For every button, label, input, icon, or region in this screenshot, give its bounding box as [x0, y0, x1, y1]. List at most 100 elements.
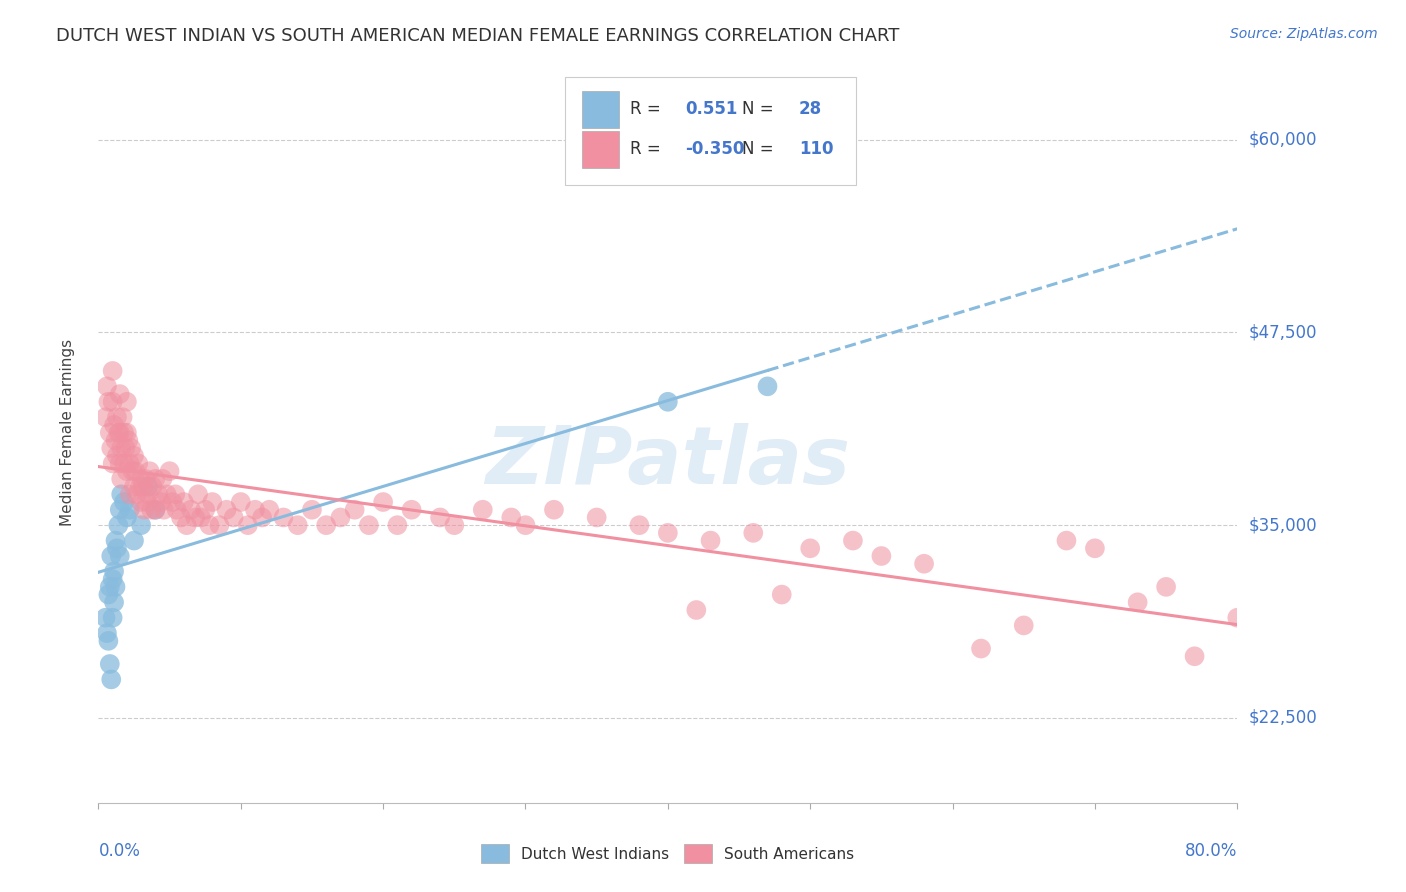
Point [101, 364, 124, 378]
Point [222, 510, 245, 524]
Point [97, 588, 120, 602]
Point [94, 410, 117, 425]
Point [145, 502, 167, 516]
Point [97, 633, 120, 648]
Point [187, 487, 209, 501]
Text: 28: 28 [799, 100, 823, 118]
Point [657, 394, 679, 409]
Text: R =: R = [630, 100, 661, 118]
Point [401, 502, 423, 516]
Point [357, 518, 380, 533]
Point [515, 518, 537, 533]
Point [250, 510, 273, 524]
Point [104, 533, 127, 548]
Point [103, 417, 125, 432]
Point [387, 518, 409, 533]
Point [125, 487, 148, 501]
Point [115, 425, 138, 440]
Point [117, 434, 139, 448]
Point [373, 495, 395, 509]
Point [105, 541, 128, 556]
Point [105, 449, 128, 463]
Text: 110: 110 [799, 140, 834, 158]
Point [110, 487, 132, 501]
Point [165, 487, 187, 501]
Point [124, 464, 146, 478]
Point [118, 487, 141, 501]
Point [96, 626, 118, 640]
Point [103, 595, 125, 609]
Point [180, 502, 202, 516]
Text: DUTCH WEST INDIAN VS SOUTH AMERICAN MEDIAN FEMALE EARNINGS CORRELATION CHART: DUTCH WEST INDIAN VS SOUTH AMERICAN MEDI… [56, 27, 900, 45]
Point [112, 457, 135, 471]
Point [429, 510, 451, 524]
Point [114, 441, 136, 455]
Point [128, 480, 150, 494]
Point [98, 580, 121, 594]
Point [135, 495, 157, 509]
Text: $35,000: $35,000 [1249, 516, 1317, 534]
Point [131, 480, 153, 494]
Point [273, 510, 295, 524]
Point [129, 472, 152, 486]
Point [1012, 618, 1035, 632]
Text: Source: ZipAtlas.com: Source: ZipAtlas.com [1230, 27, 1378, 41]
Point [201, 495, 224, 509]
Point [110, 441, 132, 455]
Point [229, 495, 252, 509]
Point [120, 441, 142, 455]
Text: ZIPatlas: ZIPatlas [485, 423, 851, 501]
Point [1154, 580, 1177, 594]
Point [756, 379, 779, 393]
Point [159, 464, 181, 478]
Point [108, 549, 131, 563]
Point [96, 379, 118, 393]
Point [315, 518, 337, 533]
Point [699, 533, 721, 548]
Point [136, 480, 159, 494]
Point [156, 487, 179, 501]
Point [136, 487, 159, 501]
Point [150, 495, 173, 509]
Point [190, 510, 212, 524]
Point [97, 394, 120, 409]
Point [107, 518, 129, 533]
Point [100, 441, 122, 455]
Point [101, 572, 124, 586]
Point [107, 425, 129, 440]
Point [471, 502, 494, 516]
Point [122, 480, 145, 494]
Point [742, 525, 765, 540]
Point [176, 518, 198, 533]
Legend: Dutch West Indians, South Americans: Dutch West Indians, South Americans [475, 838, 860, 869]
Text: $47,500: $47,500 [1249, 324, 1317, 342]
Point [799, 541, 821, 556]
Point [236, 518, 259, 533]
Point [842, 533, 865, 548]
Point [122, 533, 145, 548]
Point [148, 487, 170, 501]
Point [132, 502, 155, 516]
Point [115, 510, 138, 524]
Point [970, 641, 993, 656]
Point [259, 502, 281, 516]
FancyBboxPatch shape [582, 130, 619, 168]
Point [122, 449, 145, 463]
Point [543, 502, 565, 516]
Point [111, 410, 134, 425]
Point [104, 434, 127, 448]
Point [343, 502, 366, 516]
Point [118, 457, 141, 471]
Point [215, 502, 238, 516]
Point [108, 387, 131, 401]
Point [1126, 595, 1149, 609]
Point [329, 510, 352, 524]
Point [104, 580, 127, 594]
Point [152, 472, 174, 486]
Point [301, 502, 323, 516]
Point [443, 518, 465, 533]
Point [208, 518, 231, 533]
Text: -0.350: -0.350 [685, 140, 744, 158]
Point [105, 410, 128, 425]
Text: $60,000: $60,000 [1249, 130, 1317, 149]
